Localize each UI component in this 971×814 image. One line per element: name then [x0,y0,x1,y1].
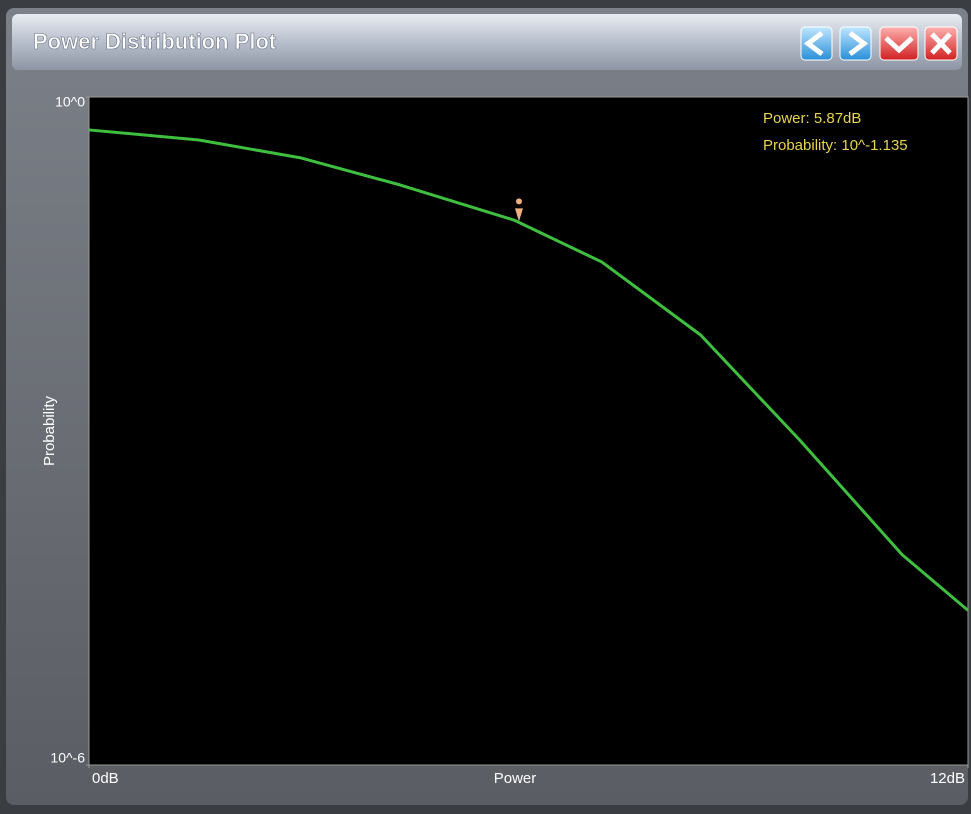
next-button[interactable] [839,26,872,61]
menu-button[interactable] [879,26,919,61]
title-bar [12,14,962,70]
y-tick-label: 10^0 [55,94,85,110]
y-tick-label: 10^-6 [50,750,85,766]
prev-button[interactable] [800,26,833,61]
series-line [88,128,969,612]
x-tick-label: 12dB [930,770,965,787]
y-axis-label: Probability [41,395,58,466]
x-axis-label: Power [494,770,537,787]
annotation: Probability: 10^-1.135 [763,137,908,154]
x-tick-label: 0dB [92,770,119,787]
annotation: Power: 5.87dB [763,110,861,127]
plot-area [88,96,969,766]
close-button[interactable] [924,26,958,61]
window-title: Power Distribution Plot [33,29,277,54]
cursor-marker [514,198,523,222]
